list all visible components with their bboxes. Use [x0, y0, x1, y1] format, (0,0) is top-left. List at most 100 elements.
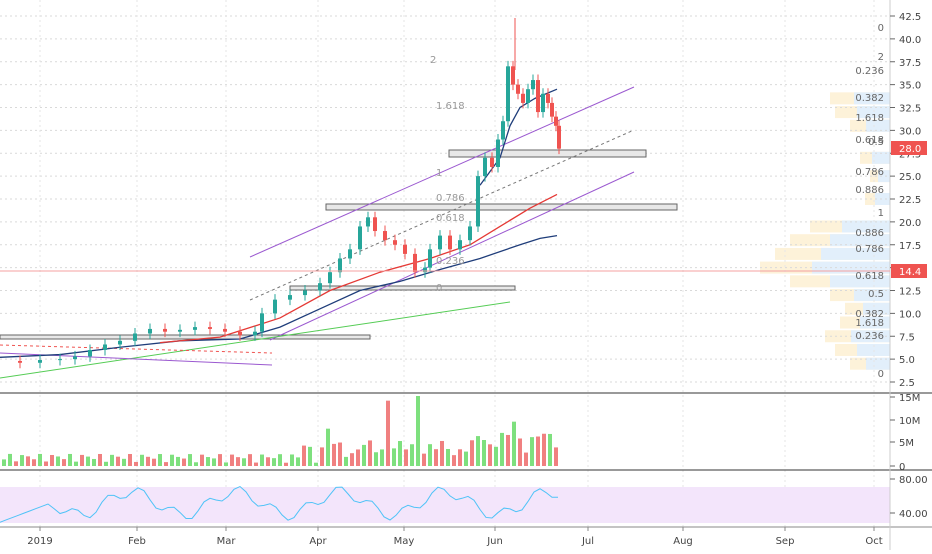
profile-bar [875, 193, 890, 205]
profile-bar [842, 220, 890, 233]
volume-bar [230, 454, 234, 466]
volume-bar [326, 428, 330, 466]
candle-body [273, 299, 277, 314]
price-tick-label: 35.0 [899, 81, 921, 92]
candle-body [73, 356, 77, 360]
volume-bar [542, 433, 546, 466]
volume-bar [224, 462, 228, 466]
candle-body [506, 66, 510, 122]
fib-right-label: 0.618 [855, 271, 884, 282]
volume-tick-label: 5M [899, 438, 914, 449]
volume-bar [392, 448, 396, 466]
volume-bar [488, 444, 492, 466]
volume-bar [320, 447, 324, 466]
candle-body [516, 84, 520, 94]
rsi-tick-label: 40.00 [899, 509, 928, 520]
zone-box [448, 149, 647, 158]
volume-bar [218, 454, 222, 466]
time-tick-label: Apr [309, 536, 327, 547]
volume-bar [416, 396, 420, 466]
candle-body [373, 217, 377, 232]
candle-body [490, 157, 494, 167]
rsi-band [0, 487, 890, 523]
rsi-tick-label: 80.00 [899, 475, 928, 486]
price-axis[interactable]: 42.540.037.535.032.530.027.525.022.520.0… [890, 12, 921, 389]
volume-bar [32, 459, 36, 466]
volume-bar [332, 443, 336, 466]
fib-inner-label: 0.786 [436, 193, 465, 204]
profile-bar [866, 357, 890, 370]
time-tick-label: Feb [128, 536, 146, 547]
volume-bar [194, 462, 198, 466]
volume-bar [536, 436, 540, 466]
price-tick-label: 30.0 [899, 126, 921, 137]
candle-body [531, 80, 535, 90]
volume-bar [362, 444, 366, 466]
fib-right-label: 0.236 [855, 331, 884, 342]
volume-bar [548, 433, 552, 466]
volume-bar [242, 458, 246, 466]
candle-body [541, 93, 545, 113]
volume-tick-label: 0 [899, 462, 905, 473]
moving-averages [0, 88, 558, 358]
volume-bar [26, 456, 30, 466]
candle-body [118, 340, 122, 345]
candle-body [526, 89, 530, 103]
candle-body [163, 328, 167, 332]
time-tick-label: Mar [217, 536, 237, 547]
volume-bar [206, 457, 210, 466]
volume-bar [434, 449, 438, 466]
zone-box [325, 203, 678, 211]
volume-bar [386, 400, 390, 466]
volume-bar [170, 454, 174, 466]
volume-bar [200, 454, 204, 466]
time-axis[interactable]: 2019 Feb Mar Apr May Jun Jul Aug Sep Oct [27, 527, 883, 547]
fib-inner-label: 1 [436, 168, 442, 179]
candle-body [511, 66, 515, 85]
profile-bar [878, 170, 890, 183]
price-tick-label: 25.0 [899, 172, 921, 183]
zone-box [0, 334, 371, 340]
fib-right-label: 0.618 [855, 135, 884, 146]
fib-right-label: 2 [878, 52, 884, 63]
volume-bar [272, 458, 276, 466]
price-tick-label: 37.5 [899, 58, 921, 69]
volume-bar [176, 456, 180, 466]
volume-bar [212, 458, 216, 466]
profile-bar [830, 275, 890, 288]
volume-bar [524, 452, 528, 466]
time-tick-label: Oct [865, 536, 882, 547]
volume-bar [512, 421, 516, 466]
candle-body [496, 139, 500, 167]
candlestick-series [18, 18, 561, 369]
fib-right-label: 0.886 [855, 185, 884, 196]
profile-bar [860, 316, 890, 329]
volume-bar [476, 436, 480, 466]
price-tag-label: 28.0 [899, 144, 921, 155]
volume-bar [56, 456, 60, 466]
volume-bar [128, 454, 132, 466]
price-tick-label: 20.0 [899, 218, 921, 229]
channel-upper-line [249, 86, 635, 258]
volume-bar [86, 456, 90, 466]
volume-axis[interactable]: 15M 10M 5M 0 [890, 393, 920, 473]
volume-bar [2, 459, 6, 466]
volume-bar [146, 456, 150, 466]
profile-bar [857, 106, 890, 119]
candle-body [501, 121, 505, 140]
candle-body [260, 313, 264, 332]
rsi-axis[interactable]: 80.00 40.00 [890, 475, 928, 520]
profile-bar [872, 151, 890, 164]
candle-body [253, 331, 257, 336]
volume-bar [494, 446, 498, 466]
profile-bar [830, 234, 890, 247]
candle-body [448, 235, 452, 250]
candle-body [423, 267, 427, 273]
candle-body [303, 290, 307, 296]
candle-body [193, 327, 197, 330]
candle-body [476, 176, 480, 227]
profile-bar [866, 119, 890, 132]
volume-bar [398, 441, 402, 466]
volume-bar [266, 457, 270, 466]
